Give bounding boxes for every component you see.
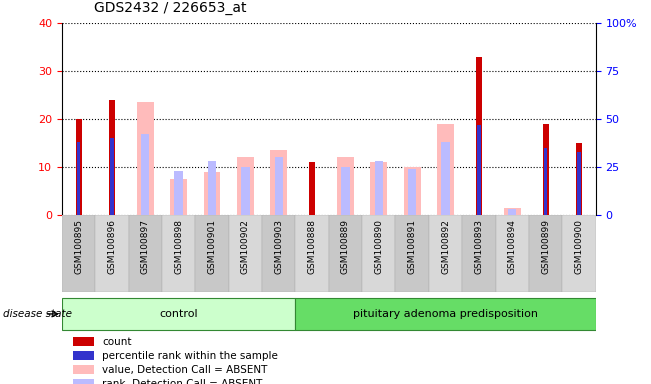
Bar bbox=[76, 119, 81, 215]
Bar bbox=[408, 169, 417, 215]
Bar bbox=[577, 152, 581, 215]
Bar bbox=[396, 215, 429, 292]
Bar bbox=[229, 215, 262, 292]
Bar bbox=[262, 215, 296, 292]
Text: disease state: disease state bbox=[3, 309, 72, 319]
Bar bbox=[462, 215, 495, 292]
Text: rank, Detection Call = ABSENT: rank, Detection Call = ABSENT bbox=[102, 379, 262, 384]
Bar bbox=[171, 179, 187, 215]
Bar bbox=[476, 56, 482, 215]
Text: percentile rank within the sample: percentile rank within the sample bbox=[102, 351, 278, 361]
Bar bbox=[296, 298, 596, 330]
Bar bbox=[275, 157, 283, 215]
Bar bbox=[341, 167, 350, 215]
Bar bbox=[72, 337, 94, 346]
Text: pituitary adenoma predisposition: pituitary adenoma predisposition bbox=[353, 309, 538, 319]
Bar bbox=[270, 150, 287, 215]
Bar bbox=[429, 215, 462, 292]
Bar bbox=[437, 124, 454, 215]
Bar bbox=[543, 124, 549, 215]
Text: GSM100901: GSM100901 bbox=[208, 219, 217, 274]
Text: GSM100896: GSM100896 bbox=[107, 219, 117, 274]
Bar bbox=[137, 102, 154, 215]
Bar bbox=[370, 162, 387, 215]
Bar bbox=[562, 215, 596, 292]
Bar bbox=[62, 215, 95, 292]
Text: GSM100900: GSM100900 bbox=[574, 219, 583, 274]
Text: GSM100903: GSM100903 bbox=[274, 219, 283, 274]
Bar bbox=[141, 134, 150, 215]
Bar bbox=[95, 215, 129, 292]
Text: GSM100898: GSM100898 bbox=[174, 219, 183, 274]
Bar bbox=[329, 215, 362, 292]
Bar bbox=[477, 125, 480, 215]
Text: count: count bbox=[102, 336, 132, 347]
Bar bbox=[174, 171, 183, 215]
Bar bbox=[374, 161, 383, 215]
Bar bbox=[529, 215, 562, 292]
Text: GSM100891: GSM100891 bbox=[408, 219, 417, 274]
Bar bbox=[109, 100, 115, 215]
Bar bbox=[296, 215, 329, 292]
Bar bbox=[208, 161, 216, 215]
Text: GSM100893: GSM100893 bbox=[475, 219, 484, 274]
Bar bbox=[77, 142, 80, 215]
Text: GSM100889: GSM100889 bbox=[341, 219, 350, 274]
Bar bbox=[544, 148, 547, 215]
Text: GSM100892: GSM100892 bbox=[441, 219, 450, 274]
Bar bbox=[72, 379, 94, 384]
Text: GSM100895: GSM100895 bbox=[74, 219, 83, 274]
Bar bbox=[241, 167, 249, 215]
Bar bbox=[337, 157, 353, 215]
Bar bbox=[162, 215, 195, 292]
Bar bbox=[404, 167, 421, 215]
Text: GSM100894: GSM100894 bbox=[508, 219, 517, 274]
Bar bbox=[441, 142, 450, 215]
Text: GDS2432 / 226653_at: GDS2432 / 226653_at bbox=[94, 2, 247, 15]
Text: value, Detection Call = ABSENT: value, Detection Call = ABSENT bbox=[102, 364, 268, 374]
Bar bbox=[72, 365, 94, 374]
Bar bbox=[110, 138, 113, 215]
Text: GSM100888: GSM100888 bbox=[307, 219, 316, 274]
Text: GSM100890: GSM100890 bbox=[374, 219, 383, 274]
Text: GSM100902: GSM100902 bbox=[241, 219, 250, 274]
Bar bbox=[128, 215, 162, 292]
Bar bbox=[237, 157, 254, 215]
Text: GSM100897: GSM100897 bbox=[141, 219, 150, 274]
Text: control: control bbox=[159, 309, 198, 319]
Bar bbox=[62, 298, 296, 330]
Bar bbox=[576, 143, 582, 215]
Bar bbox=[362, 215, 396, 292]
Bar bbox=[504, 208, 521, 215]
Bar bbox=[508, 209, 516, 215]
Bar bbox=[204, 172, 220, 215]
Bar bbox=[195, 215, 229, 292]
Bar bbox=[309, 162, 315, 215]
Bar bbox=[72, 351, 94, 360]
Bar bbox=[495, 215, 529, 292]
Text: GSM100899: GSM100899 bbox=[541, 219, 550, 274]
